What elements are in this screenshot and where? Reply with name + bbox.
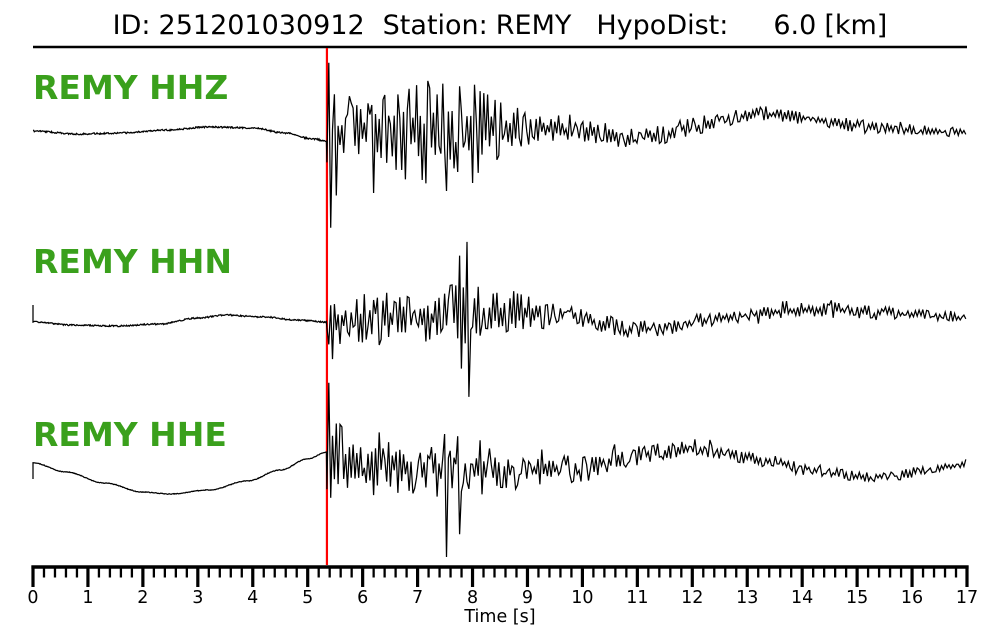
x-axis-tick-label: 4	[247, 588, 259, 608]
x-axis-tick-label: 9	[521, 588, 534, 608]
x-axis-tick-label: 5	[302, 588, 314, 608]
x-axis-tick-label: 13	[736, 588, 759, 608]
x-axis-tick-label: 12	[681, 588, 704, 608]
x-axis-tick-label: 17	[955, 588, 979, 608]
trace-label-hhe: REMY HHE	[33, 415, 227, 454]
x-axis-title: Time [s]	[464, 607, 536, 627]
hypodist-label: HypoDist:	[596, 9, 729, 41]
x-axis-tick-label: 7	[412, 588, 424, 608]
trace-waveform-hhz	[32, 62, 967, 228]
x-axis-tick-label: 14	[791, 588, 814, 608]
x-axis-tick-label: 10	[571, 588, 594, 608]
trace-waveform-hhe	[32, 382, 967, 558]
x-axis-tick-label: 0	[27, 588, 39, 608]
hypodist-value: 6.0	[773, 9, 817, 41]
event-id-value: 251201030912	[158, 9, 365, 41]
x-axis-tick-label: 15	[845, 588, 869, 608]
x-axis-tick-label: 3	[192, 588, 204, 608]
hypodist-unit: [km]	[824, 9, 888, 41]
x-axis-tick-label: 16	[900, 588, 924, 608]
page-title: ID: 251201030912 Station: REMY HypoDist:…	[0, 8, 1000, 42]
station-value: REMY	[495, 9, 572, 41]
x-axis-tick-label: 8	[466, 588, 479, 608]
event-id-label: ID:	[112, 9, 151, 41]
x-axis-tick-label: 1	[82, 588, 94, 608]
station-label: Station:	[382, 9, 488, 41]
trace-waveform-hhn	[32, 241, 967, 397]
x-axis-tick-label: 11	[626, 588, 649, 608]
x-axis-tick-label: 6	[357, 588, 369, 608]
trace-label-hhz: REMY HHZ	[33, 68, 229, 107]
x-axis-tick-label: 2	[137, 588, 149, 608]
trace-label-hhn: REMY HHN	[33, 242, 233, 281]
